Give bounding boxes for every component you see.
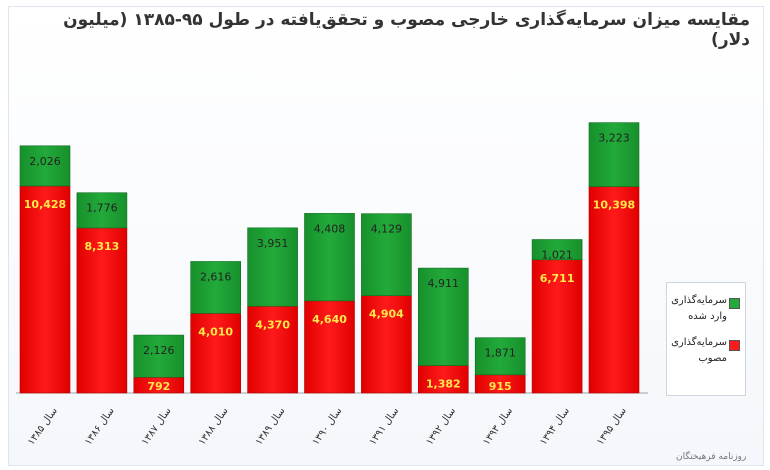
- category-label-8: سال ۱۳۹۳: [481, 406, 515, 448]
- bar-approved-9: [531, 259, 583, 394]
- bar-realized-3: [190, 261, 241, 314]
- label-approved-7: 1,382: [426, 378, 461, 391]
- category-label-10: سال ۱۳۹۵: [595, 406, 629, 448]
- label-realized-5: 4,408: [314, 222, 346, 235]
- chart-title: مقایسه میزان سرمایه‌گذاری خارجی مصوب و ت…: [63, 10, 750, 50]
- legend-item-realized: سرمایه‌گذاری وارد شده: [667, 283, 745, 325]
- category-label-9: سال ۱۳۹۴: [538, 406, 572, 448]
- label-realized-4: 3,951: [257, 237, 289, 250]
- label-realized-2: 2,126: [143, 344, 175, 357]
- label-approved-4: 4,370: [255, 318, 290, 331]
- category-label-5: سال ۱۳۹۰: [311, 406, 345, 448]
- bar-realized-8: [474, 337, 526, 376]
- category-label-1: سال ۱۳۸۶: [83, 406, 117, 448]
- watermark: روزنامه فرهیختگان: [676, 452, 747, 462]
- category-label-0: سال ۱۳۸۵: [26, 406, 60, 448]
- bar-realized-6: [361, 213, 412, 296]
- legend-item-approved: سرمایه‌گذاری مصوب: [667, 325, 745, 367]
- legend-swatch-approved: [729, 340, 740, 351]
- label-realized-6: 4,129: [371, 223, 403, 236]
- label-realized-3: 2,616: [200, 270, 232, 283]
- label-approved-5: 4,640: [312, 313, 347, 326]
- bar-realized-7: [417, 267, 469, 366]
- label-realized-8: 1,871: [484, 347, 516, 360]
- legend-label-approved: سرمایه‌گذاری مصوب: [671, 337, 727, 364]
- bar-realized-4: [247, 227, 298, 307]
- label-approved-2: 792: [147, 380, 170, 393]
- category-label-2: سال ۱۳۸۷: [140, 406, 174, 448]
- bar-approved-1: [76, 227, 128, 394]
- label-realized-1: 1,776: [86, 202, 118, 215]
- bar-approved-4: [247, 305, 298, 394]
- label-approved-0: 10,428: [24, 198, 66, 211]
- bar-approved-10: [588, 186, 640, 394]
- category-label-3: سال ۱۳۸۸: [197, 406, 231, 448]
- label-approved-1: 8,313: [85, 240, 120, 253]
- bar-realized-10: [588, 122, 640, 187]
- bar-realized-9: [531, 239, 583, 261]
- bar-realized-5: [304, 213, 355, 302]
- label-approved-8: 915: [489, 380, 512, 393]
- bar-realized-1: [76, 192, 128, 229]
- bar-approved-7: [417, 365, 469, 394]
- label-realized-0: 2,026: [29, 155, 61, 168]
- category-label-6: سال ۱۳۹۱: [367, 406, 401, 448]
- label-approved-6: 4,904: [369, 308, 404, 321]
- legend-swatch-realized: [729, 298, 740, 309]
- label-realized-9: 1,021: [541, 249, 573, 262]
- label-realized-10: 3,223: [598, 132, 630, 145]
- bar-approved-0: [19, 185, 71, 394]
- bar-realized-0: [19, 145, 71, 187]
- label-approved-3: 4,010: [198, 325, 233, 338]
- category-label-7: سال ۱۳۹۲: [424, 406, 458, 448]
- bar-realized-2: [133, 334, 185, 378]
- category-label-4: سال ۱۳۸۹: [254, 406, 288, 448]
- label-approved-10: 10,398: [593, 199, 635, 212]
- bar-approved-5: [304, 300, 355, 394]
- label-realized-7: 4,911: [428, 277, 460, 290]
- bar-approved-6: [361, 295, 412, 394]
- bar-approved-3: [190, 313, 241, 394]
- legend-label-realized: سرمایه‌گذاری وارد شده: [671, 295, 727, 322]
- chart-legend: سرمایه‌گذاری وارد شده سرمایه‌گذاری مصوب: [666, 282, 746, 396]
- label-approved-9: 6,711: [540, 272, 575, 285]
